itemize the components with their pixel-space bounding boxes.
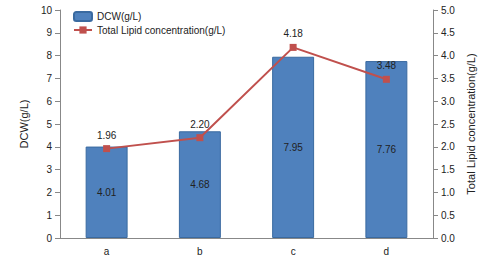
svg-text:c: c	[291, 246, 296, 257]
svg-text:b: b	[197, 246, 203, 257]
svg-text:3: 3	[46, 164, 52, 175]
svg-text:1: 1	[46, 210, 52, 221]
svg-text:4: 4	[46, 141, 52, 152]
svg-text:DCW(g/L): DCW(g/L)	[97, 11, 141, 22]
svg-text:3.5: 3.5	[441, 73, 455, 84]
svg-text:7.76: 7.76	[377, 144, 397, 155]
svg-text:2.20: 2.20	[190, 119, 210, 130]
svg-text:DCW(g/L): DCW(g/L)	[18, 100, 30, 149]
svg-text:a: a	[104, 246, 110, 257]
svg-text:1.0: 1.0	[441, 187, 455, 198]
svg-text:2: 2	[46, 187, 52, 198]
svg-text:0.5: 0.5	[441, 210, 455, 221]
svg-text:d: d	[384, 246, 390, 257]
svg-text:3.48: 3.48	[377, 60, 397, 71]
svg-text:Total Lipid concentration(g/L): Total Lipid concentration(g/L)	[97, 25, 225, 36]
svg-text:9: 9	[46, 27, 52, 38]
svg-text:2.0: 2.0	[441, 141, 455, 152]
svg-text:2.5: 2.5	[441, 119, 455, 130]
svg-text:3.0: 3.0	[441, 96, 455, 107]
svg-text:6: 6	[46, 96, 52, 107]
svg-text:7: 7	[46, 73, 52, 84]
svg-text:Total Lipid concentration(g/L): Total Lipid concentration(g/L)	[465, 53, 477, 194]
svg-text:1.96: 1.96	[97, 130, 117, 141]
svg-text:10: 10	[41, 5, 53, 16]
svg-text:5: 5	[46, 119, 52, 130]
svg-text:0.0: 0.0	[441, 233, 455, 244]
svg-text:0: 0	[46, 233, 52, 244]
svg-text:4.5: 4.5	[441, 27, 455, 38]
svg-text:4.0: 4.0	[441, 50, 455, 61]
svg-text:4.01: 4.01	[97, 187, 117, 198]
svg-text:5.0: 5.0	[441, 5, 455, 16]
svg-text:7.95: 7.95	[283, 142, 303, 153]
svg-text:8: 8	[46, 50, 52, 61]
svg-text:1.5: 1.5	[441, 164, 455, 175]
svg-text:4.18: 4.18	[283, 28, 303, 39]
svg-text:4.68: 4.68	[190, 179, 210, 190]
